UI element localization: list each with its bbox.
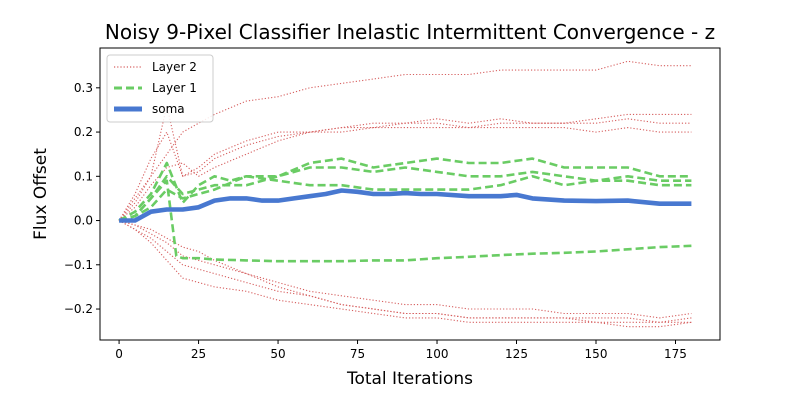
y-tick-label: 0.2 [74, 125, 93, 139]
series-line-layer2-7 [118, 220, 692, 328]
x-tick-label: 175 [664, 347, 687, 361]
y-axis-title: Flux Offset [31, 148, 51, 240]
series-line-layer2-6 [118, 220, 692, 323]
y-tick-label: 0.0 [74, 214, 93, 228]
series-line-layer2-5 [118, 219, 692, 319]
legend-box [106, 54, 214, 123]
series-line-layer1-11 [118, 175, 692, 222]
y-tick-label: −0.2 [64, 302, 93, 316]
x-tick-label: 0 [115, 347, 123, 361]
legend: Layer 2 Layer 1 soma [106, 54, 214, 123]
x-tick-label: 75 [350, 347, 365, 361]
y-tick-label: −0.1 [64, 258, 93, 272]
series-line-layer2-4 [118, 127, 692, 221]
x-tick-label: 100 [426, 347, 449, 361]
x-tick-label: 150 [585, 347, 608, 361]
chart-title: Noisy 9-Pixel Classifier Inelastic Inter… [105, 20, 715, 44]
x-tick-label: 50 [270, 347, 285, 361]
x-tick-label: 25 [191, 347, 206, 361]
axes-frame [99, 47, 721, 341]
y-tick-label: 0.3 [74, 81, 93, 95]
x-tick-label: 125 [505, 347, 528, 361]
series-line-layer2-3 [118, 104, 692, 221]
series-line-layer1-12 [118, 179, 692, 263]
legend-label-layer2: Layer 2 [152, 60, 197, 74]
plot-area [118, 60, 692, 328]
x-axis: 0 25 50 75 100 125 150 175 [115, 340, 687, 361]
legend-label-soma: soma [152, 102, 185, 116]
series-line-layer2-1 [118, 60, 692, 221]
y-axis: −0.2 −0.1 0.0 0.1 0.2 0.3 [64, 81, 100, 316]
legend-label-layer1: Layer 1 [152, 81, 197, 95]
series-line-layer1-9 [118, 157, 692, 222]
series-line-layer2-2 [118, 113, 692, 221]
x-axis-title: Total Iterations [346, 369, 473, 389]
y-tick-label: 0.1 [74, 169, 93, 183]
series-line-layer1-10 [118, 166, 692, 222]
series-line-soma-13 [119, 188, 692, 223]
